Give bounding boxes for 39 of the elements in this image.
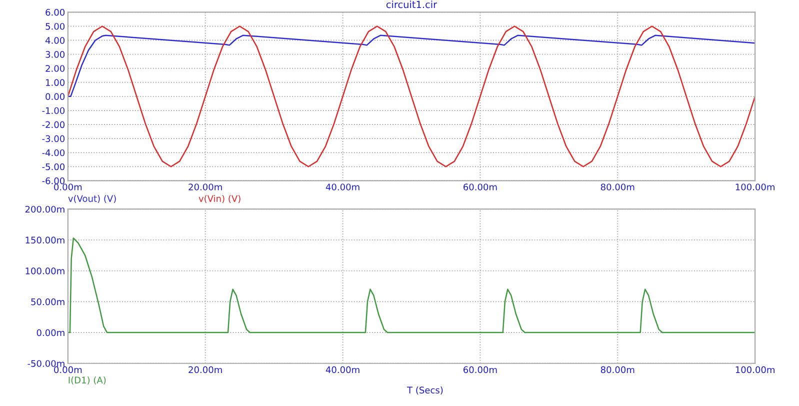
x-tick-label: 60.00m	[464, 366, 497, 374]
line-series	[68, 34, 756, 98]
x-tick-label: 20.00m	[188, 366, 222, 374]
y-tick-label: -6.00	[42, 177, 65, 184]
line-series	[68, 26, 756, 168]
y-tick-label: -5.00	[42, 163, 65, 170]
line-series	[68, 237, 756, 334]
y-tick-label: -50.00m	[28, 360, 64, 367]
x-tick-label: 80.00m	[600, 366, 634, 374]
y-tick-label: 150.00m	[26, 236, 64, 244]
y-tick-label: -3.00	[42, 135, 65, 142]
y-tick-label: 5.00	[46, 22, 65, 30]
y-tick-label: 4.00	[45, 36, 65, 44]
text: v(Vin) (V)	[198, 194, 240, 204]
x-tick-label: 40.00m	[326, 184, 360, 190]
x-tick-label: 20.00m	[188, 184, 222, 190]
y-tick-label: 3.00	[46, 51, 65, 58]
y-tick-label: 0.00	[46, 93, 65, 100]
y-tick-label: -1.00	[42, 107, 65, 114]
y-tick-label: 200.00m	[25, 206, 64, 213]
y-tick-label: 100.00m	[26, 268, 64, 274]
x-tick-label: 0.00m	[54, 184, 82, 190]
y-tick-label: 1.00	[46, 79, 65, 86]
y-tick-label: 2.00	[46, 65, 65, 72]
x-tick-label: 80.00m	[600, 184, 634, 190]
x-axis-title: T (Secs)	[407, 386, 443, 395]
y-tick-label: -4.00	[42, 149, 65, 156]
x-tick-label: 60.00m	[464, 184, 497, 190]
chart-title: circuit1.cir	[386, 0, 438, 8]
x-tick-label: 40.00m	[326, 366, 360, 374]
y-tick-label: -2.00	[42, 121, 65, 128]
y-tick-label: 50.00m	[31, 298, 64, 306]
text: v(Vout) (V)	[68, 195, 116, 204]
x-tick-label: 0.00m	[54, 366, 82, 374]
text: I(D1) (A)	[68, 376, 106, 385]
y-tick-label: 6.00	[46, 8, 65, 16]
x-tick-label: 100.00m	[736, 184, 774, 190]
y-tick-label: 0.00m	[36, 329, 64, 336]
x-tick-label: 100.00m	[736, 366, 774, 374]
